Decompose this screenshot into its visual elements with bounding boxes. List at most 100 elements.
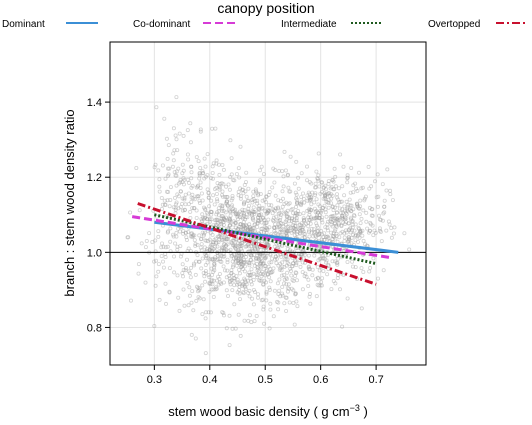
data-point [254, 190, 259, 195]
data-point [266, 243, 271, 248]
data-point [283, 222, 288, 227]
data-point [235, 290, 240, 295]
legend-entry-overtopped: Overtopped [428, 19, 528, 30]
data-point [278, 227, 283, 232]
data-point [293, 259, 298, 264]
data-point [219, 181, 224, 186]
data-point [226, 237, 231, 242]
data-point [314, 223, 319, 228]
data-point [242, 212, 247, 217]
data-point [278, 212, 283, 217]
data-point [214, 212, 219, 217]
data-point [154, 274, 159, 279]
data-point [248, 257, 253, 262]
data-point [207, 217, 212, 222]
data-point [234, 237, 239, 242]
data-point [240, 240, 245, 245]
data-point [350, 264, 355, 269]
data-point [358, 230, 363, 235]
data-point [214, 191, 219, 196]
data-point [237, 267, 242, 272]
data-point [223, 194, 228, 199]
data-point [260, 215, 265, 220]
data-point [205, 246, 210, 251]
data-point [315, 276, 320, 281]
data-point [159, 195, 164, 200]
data-point [157, 184, 162, 189]
data-point [382, 204, 387, 209]
data-point [174, 169, 179, 174]
data-point [189, 231, 194, 236]
data-point [335, 203, 340, 208]
data-point [210, 176, 215, 181]
data-point [268, 270, 273, 275]
data-point [325, 228, 330, 233]
data-point [189, 164, 194, 169]
data-point [228, 216, 233, 221]
data-point [167, 290, 172, 295]
data-point [247, 288, 252, 293]
data-point [324, 214, 329, 219]
data-point [197, 286, 202, 291]
data-point [237, 209, 242, 214]
data-point [241, 262, 246, 267]
data-point [297, 227, 302, 232]
data-point [221, 208, 226, 213]
data-point [335, 260, 340, 265]
data-point [315, 210, 320, 215]
data-point [178, 254, 183, 259]
data-point [224, 326, 229, 331]
legend-label-intermediate: Intermediate [281, 19, 337, 30]
data-point [250, 226, 255, 231]
data-point [241, 252, 246, 257]
data-point [219, 214, 224, 219]
data-point [345, 176, 350, 181]
data-point [232, 178, 237, 183]
data-point [326, 235, 331, 240]
data-point [262, 224, 267, 229]
data-point [236, 226, 241, 231]
data-point [286, 202, 291, 207]
legend-entry-co-dominant: Co-dominant [133, 19, 235, 30]
data-point [230, 196, 235, 201]
data-point [364, 219, 369, 224]
data-point [205, 212, 210, 217]
data-point [256, 256, 261, 261]
data-point [282, 264, 287, 269]
data-point [320, 220, 325, 225]
data-point [207, 247, 212, 252]
data-point [218, 259, 223, 264]
data-point [263, 255, 268, 260]
data-point [247, 263, 252, 268]
data-point [229, 204, 234, 209]
data-point [262, 217, 267, 222]
data-point [156, 262, 161, 267]
data-point [230, 288, 235, 293]
data-point [336, 217, 341, 222]
data-point [156, 234, 161, 239]
data-point [293, 224, 298, 229]
data-point [240, 216, 245, 221]
data-point [240, 263, 245, 268]
data-point [219, 259, 224, 264]
data-point [228, 213, 233, 218]
data-point [205, 217, 210, 222]
data-point [349, 235, 354, 240]
data-point [184, 235, 189, 240]
data-point [342, 235, 347, 240]
data-point [251, 225, 256, 230]
data-point [301, 223, 306, 228]
data-point [269, 203, 274, 208]
data-point [236, 255, 241, 260]
data-point [251, 210, 256, 215]
data-point [387, 222, 392, 227]
data-point [220, 189, 225, 194]
data-point [299, 252, 304, 257]
data-point [367, 228, 372, 233]
data-point [175, 244, 180, 249]
data-point [173, 202, 178, 207]
data-point [154, 105, 159, 110]
data-point [261, 282, 266, 287]
data-point [329, 192, 334, 197]
data-point [265, 210, 270, 215]
